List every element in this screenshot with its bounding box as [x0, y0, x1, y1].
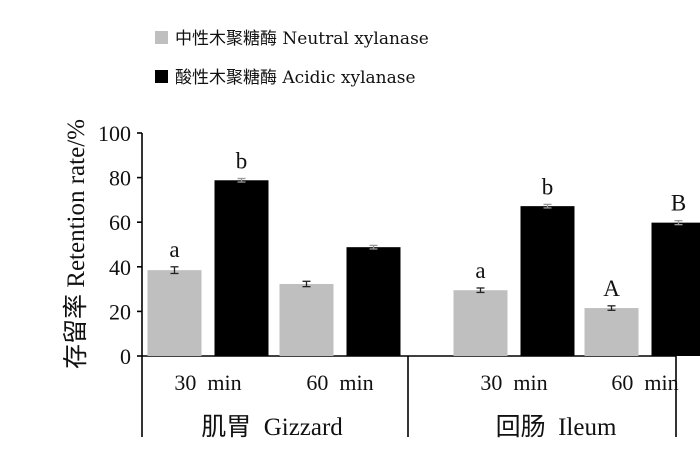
- y-tick-label: 80: [109, 166, 131, 191]
- category-labels: 30 min 60 min 30 min 60 min: [174, 370, 678, 395]
- bar-neutral-1: [147, 270, 202, 356]
- group-label: 肌胃 Gizzard: [201, 414, 343, 441]
- significance-label: a: [169, 237, 179, 262]
- group-label: 回肠 Ileum: [496, 414, 617, 441]
- y-tick-label: 0: [120, 344, 131, 369]
- y-axis-ticks: 0 20 40 60 80 100: [98, 121, 142, 369]
- legend-label-acidic: 酸性木聚糖酶 Acidic xylanase: [175, 68, 416, 88]
- significance-label: b: [236, 148, 248, 173]
- bar-neutral-2: [279, 283, 334, 356]
- significance-label: A: [603, 276, 620, 301]
- significance-label: B: [671, 191, 686, 216]
- bar-neutral-4: [584, 308, 639, 356]
- y-tick-label: 40: [109, 255, 131, 280]
- category-label: 60 min: [306, 370, 373, 395]
- legend: 中性木聚糖酶 Neutral xylanase 酸性木聚糖酶 Acidic xy…: [155, 29, 429, 88]
- significance-label: a: [475, 258, 485, 283]
- bar-acidic-1: [214, 180, 269, 356]
- y-tick-label: 60: [109, 210, 131, 235]
- category-label: 60 min: [611, 370, 678, 395]
- group-labels: 肌胃 Gizzard 回肠 Ileum: [201, 414, 617, 441]
- bar-neutral-3: [453, 290, 508, 356]
- bar-acidic-4: [651, 222, 700, 356]
- legend-label-neutral: 中性木聚糖酶 Neutral xylanase: [175, 29, 429, 49]
- y-tick-label: 100: [98, 121, 131, 146]
- category-label: 30 min: [480, 370, 547, 395]
- bar-acidic-2: [346, 247, 401, 356]
- legend-swatch-acidic: [155, 70, 168, 83]
- y-axis-title: 存留率 Retention rate/%: [62, 119, 90, 369]
- category-label: 30 min: [174, 370, 241, 395]
- significance-label: b: [542, 174, 554, 199]
- legend-swatch-neutral: [155, 31, 168, 44]
- y-tick-label: 20: [109, 299, 131, 324]
- bar-acidic-3: [520, 206, 575, 356]
- bars: a a Ab b B: [147, 148, 700, 356]
